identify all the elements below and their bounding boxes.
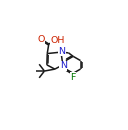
Text: O: O — [38, 35, 45, 44]
Text: OH: OH — [51, 36, 65, 45]
Text: N: N — [58, 47, 65, 56]
Text: N: N — [60, 61, 67, 70]
Text: F: F — [71, 73, 76, 82]
